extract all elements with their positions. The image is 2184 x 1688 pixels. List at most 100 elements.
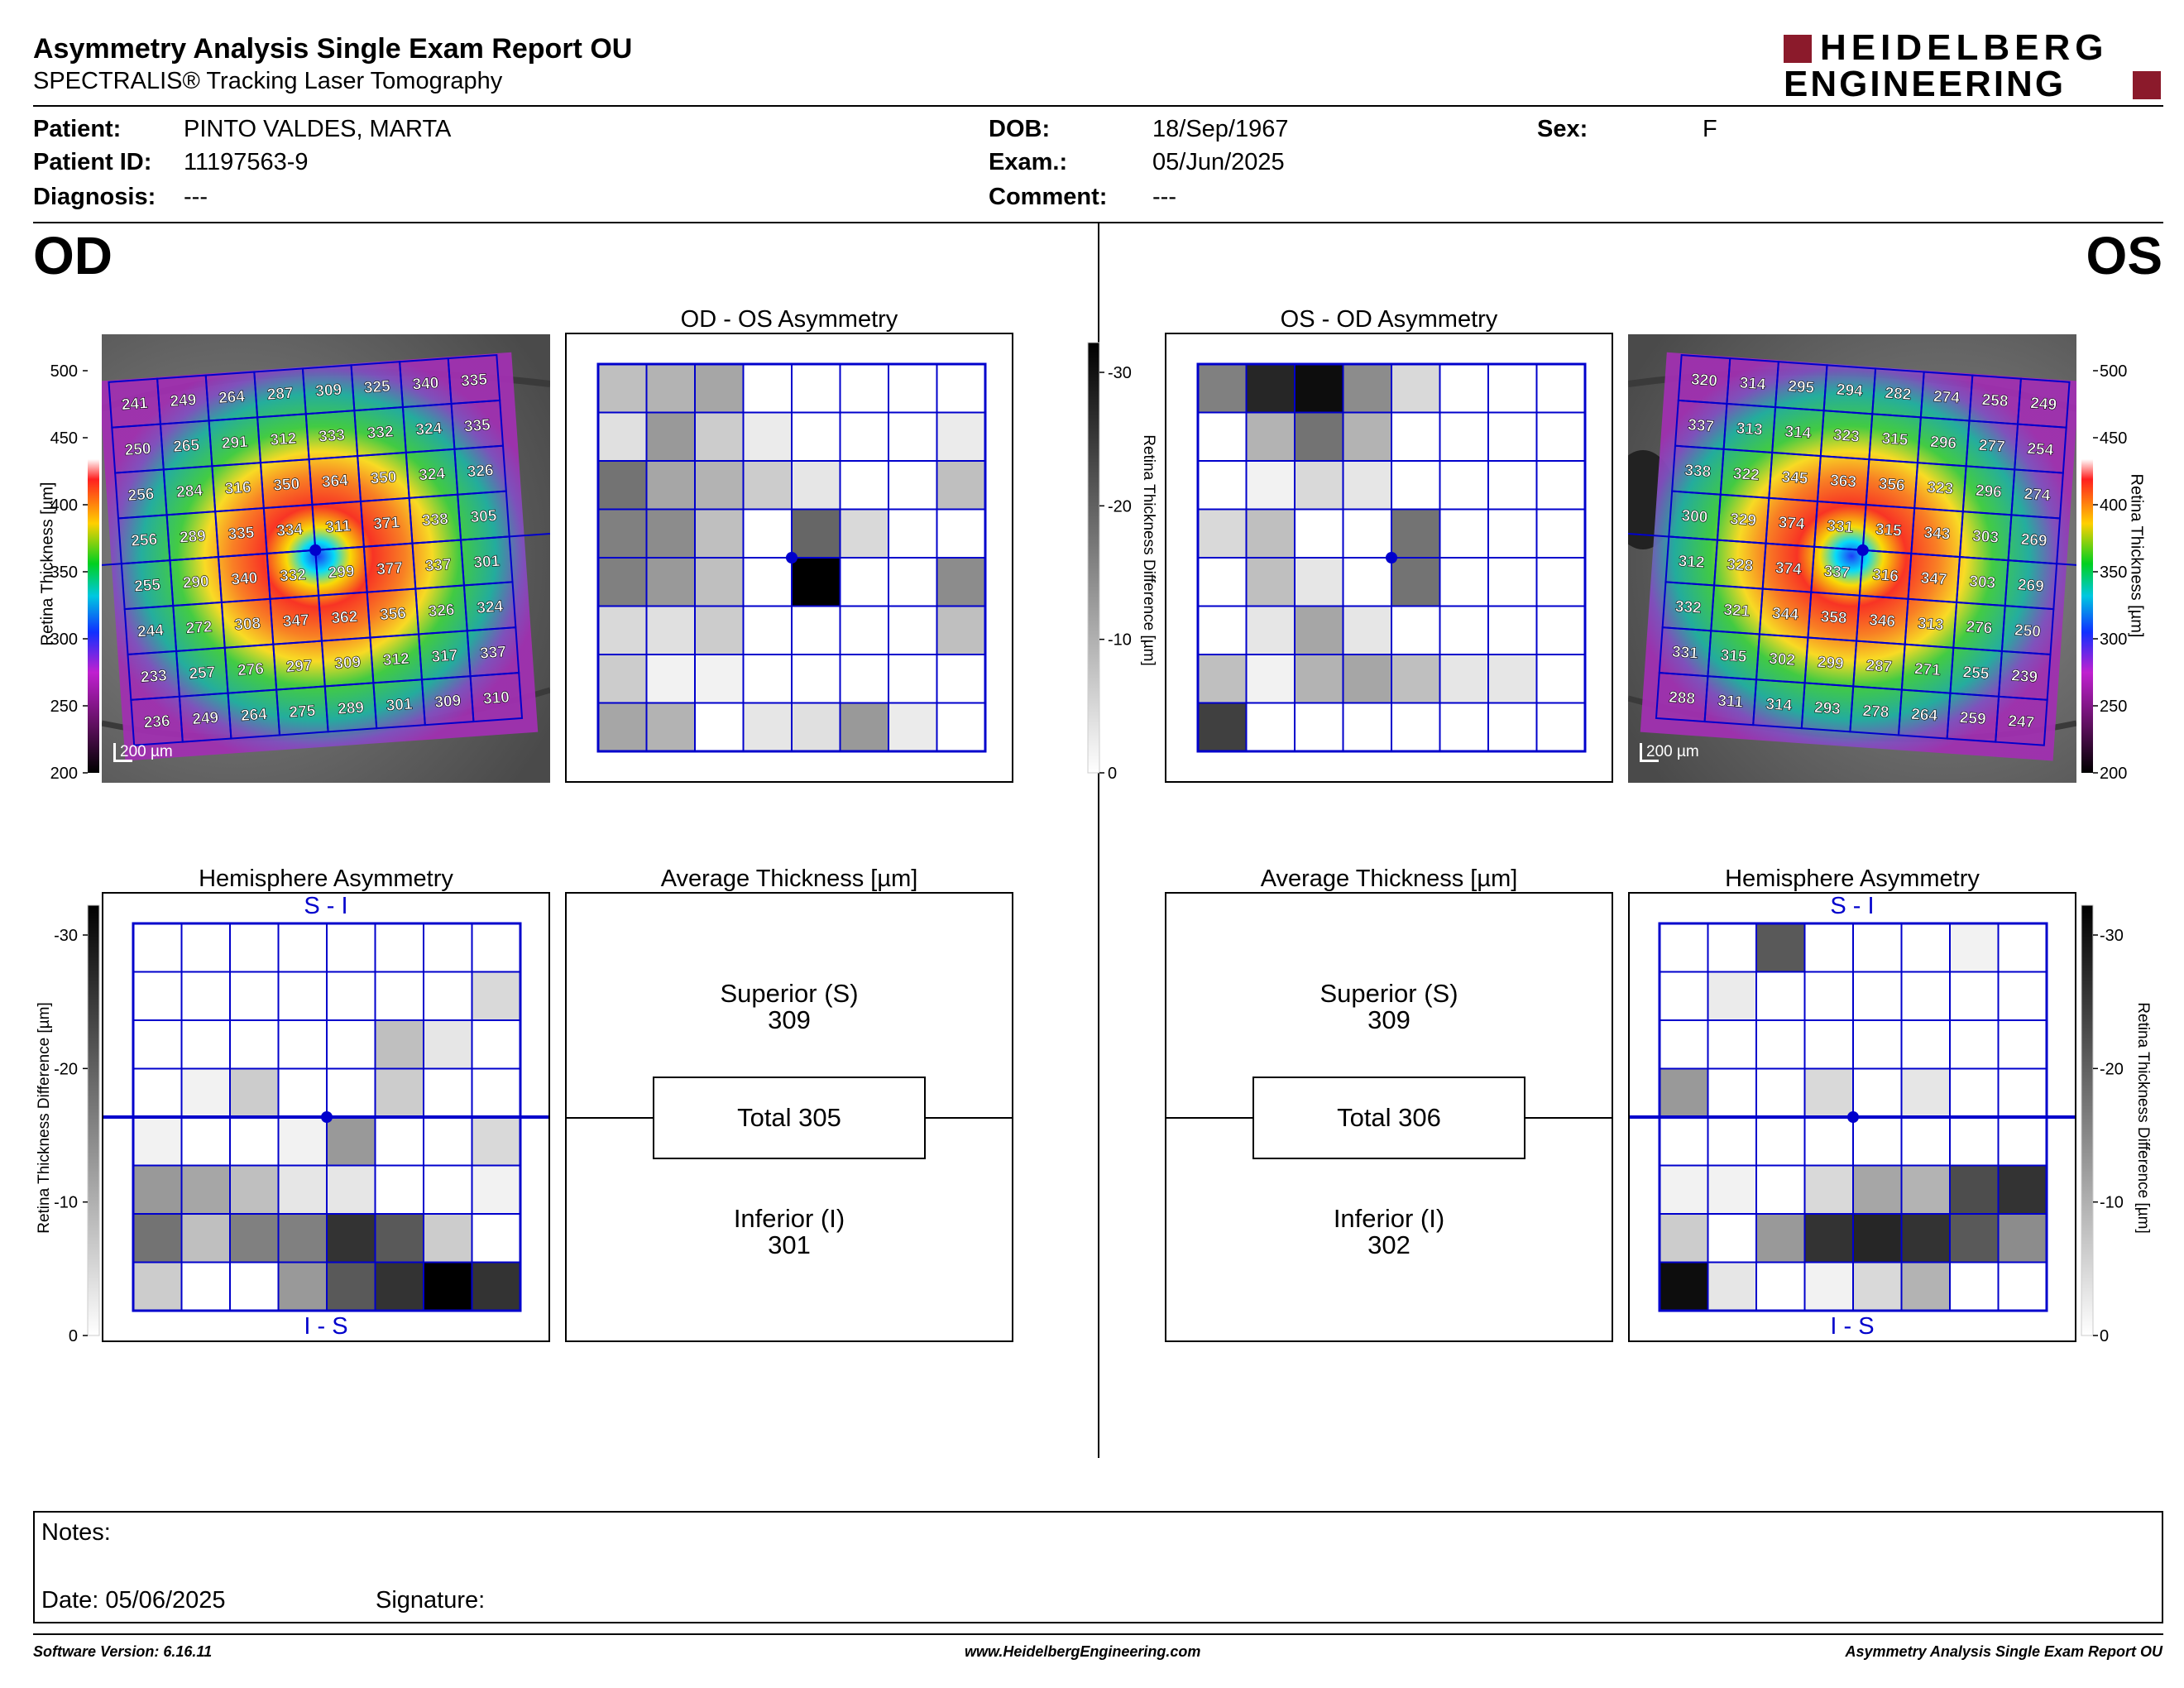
od-os-asym-cell	[791, 460, 841, 511]
footer-rule	[33, 1633, 2163, 1635]
center-diff-axis-label: Retina Thickness Difference [µm]	[1140, 434, 1157, 666]
os-od-asym-cell	[1439, 411, 1489, 462]
os-scale-label: 200 µm	[1646, 743, 1699, 760]
os-hemi-cell	[1803, 1261, 1854, 1312]
os-hemi-cell	[1707, 1019, 1757, 1070]
od-s-i-label: S - I	[304, 893, 348, 919]
os-superior-label: Superior (S)	[1320, 979, 1458, 1008]
os-od-asym-cell	[1197, 557, 1248, 607]
od-hemi-cell	[229, 1261, 280, 1312]
od-hemi-cell	[471, 1261, 521, 1312]
os-od-asym-cell	[1294, 605, 1344, 655]
od-os-asym-cell	[888, 363, 938, 414]
od-inferior-value: 301	[768, 1230, 811, 1259]
os-hemi-cell	[1949, 1067, 2000, 1118]
od-hemi-cell	[374, 1261, 424, 1312]
os-hemi-cell	[1997, 1213, 2048, 1264]
od-thick-value: 275	[289, 703, 317, 722]
od-thick-value: 335	[461, 371, 489, 390]
od-hemi-cell	[180, 971, 231, 1021]
os-thick-tick-label: 500	[2100, 362, 2127, 381]
od-os-asym-cell	[597, 557, 648, 607]
os-thick-value: 313	[1917, 615, 1944, 634]
od-os-asym-cell	[839, 460, 889, 511]
os-od-asym-cell	[1197, 411, 1248, 462]
od-hemi-cell	[132, 1019, 183, 1070]
os-od-asym-cell	[1439, 508, 1489, 559]
footer-report-name: Asymmetry Analysis Single Exam Report OU	[1845, 1643, 2162, 1660]
od-hemi-cell	[326, 1019, 376, 1070]
right-diff-tick-label: -10	[2100, 1194, 2124, 1212]
os-od-asym-fovea-marker	[1386, 552, 1397, 563]
od-hemi-cell	[374, 971, 424, 1021]
os-od-asym-cell	[1487, 654, 1538, 704]
os-thick-value: 332	[1674, 598, 1702, 617]
os-hemi-cell	[1900, 1164, 1951, 1215]
od-hemi-cell	[326, 1213, 376, 1264]
os-hemi-cell	[1900, 1213, 1951, 1264]
od-thick-tick-label: 450	[50, 429, 78, 448]
od-thick-value: 309	[315, 381, 342, 400]
os-thick-value: 274	[1933, 388, 1961, 407]
os-hemi-cell	[1949, 1116, 2000, 1167]
od-os-asym-cell	[597, 363, 648, 414]
os-od-asym-cell	[1391, 654, 1441, 704]
right-diff-colorbar: -30 -20 -10 0	[2076, 904, 2159, 1350]
od-hemisphere-title: Hemisphere Asymmetry	[199, 866, 453, 892]
os-hemi-cell	[1707, 1116, 1757, 1167]
right-diff-tick-label: -20	[2100, 1060, 2124, 1078]
os-thick-value: 315	[1720, 647, 1748, 666]
logo-line-1: HEIDELBERG	[1820, 27, 2109, 68]
od-hemi-cell	[326, 1067, 376, 1118]
os-scale-bar	[1640, 743, 1659, 762]
od-thick-value: 233	[140, 667, 167, 686]
os-od-asym-cell	[1294, 460, 1344, 511]
od-hemi-cell	[471, 1164, 521, 1215]
od-fundus-image: 241 249 264 287 309 325 340 335 250 265 291 312 333 3…	[102, 334, 550, 783]
od-hemi-cell	[132, 1067, 183, 1118]
os-hemi-cell	[1997, 1261, 2048, 1312]
od-hemi-cell	[423, 923, 473, 973]
os-thick-value: 250	[2014, 621, 2041, 640]
os-thick-value: 303	[1969, 573, 1996, 592]
od-os-asym-cell	[694, 557, 745, 607]
od-os-asym-cell	[742, 702, 793, 752]
od-os-asym-cell	[936, 411, 986, 462]
os-hemi-cell	[1659, 1261, 1709, 1312]
od-hemi-cell	[132, 1164, 183, 1215]
od-thick-value: 337	[424, 556, 452, 575]
center-diff-tick-label: 0	[1108, 765, 1117, 783]
os-thick-value: 296	[1930, 434, 1957, 453]
od-thick-value: 326	[467, 462, 494, 481]
od-hemi-cell	[229, 1116, 280, 1167]
od-os-asymmetry-title: OD - OS Asymmetry	[680, 306, 898, 333]
od-thick-value: 255	[134, 577, 162, 596]
od-thick-value: 309	[434, 693, 462, 712]
od-hemi-cell	[229, 1213, 280, 1264]
od-os-asym-cell	[694, 411, 745, 462]
od-thick-value: 332	[366, 423, 394, 442]
os-thick-value: 356	[1878, 476, 1905, 495]
od-thick-value: 312	[270, 430, 297, 449]
od-os-asym-cell	[742, 654, 793, 704]
os-od-asym-cell	[1535, 460, 1586, 511]
od-os-asym-cell	[791, 654, 841, 704]
od-hemi-cell	[277, 1213, 328, 1264]
os-od-asym-cell	[1535, 411, 1586, 462]
os-thick-value: 271	[1913, 660, 1942, 679]
od-inferior-label: Inferior (I)	[733, 1204, 845, 1233]
od-hemi-cell	[180, 1019, 231, 1070]
od-thick-value: 347	[282, 611, 309, 631]
os-od-asym-cell	[1245, 605, 1296, 655]
od-thick-value: 364	[321, 472, 349, 491]
report-title: Asymmetry Analysis Single Exam Report OU	[33, 33, 633, 65]
left-diff-axis-label: Retina Thickness Difference [µm]	[36, 1002, 53, 1234]
od-os-asym-cell	[645, 411, 696, 462]
os-thick-value: 323	[1832, 427, 1860, 446]
logo-line-2: ENGINEERING	[1784, 64, 2067, 104]
os-hemi-cell	[1949, 1019, 2000, 1070]
os-superior-value: 309	[1367, 1005, 1410, 1034]
os-thick-value: 300	[1681, 507, 1708, 526]
left-diff-tick-label: -10	[54, 1194, 78, 1212]
